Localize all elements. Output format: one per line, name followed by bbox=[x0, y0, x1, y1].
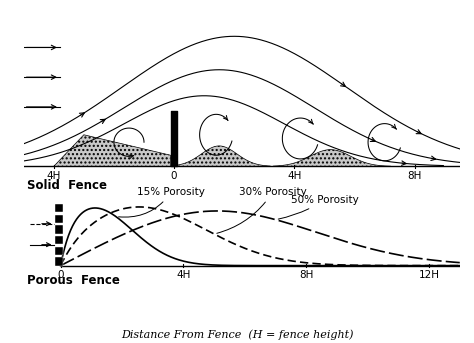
Bar bbox=[55, 257, 63, 265]
Text: 30% Porosity: 30% Porosity bbox=[217, 187, 306, 233]
Polygon shape bbox=[54, 135, 171, 166]
Text: 50% Porosity: 50% Porosity bbox=[278, 195, 359, 219]
Text: 4H: 4H bbox=[287, 171, 301, 181]
Text: 0: 0 bbox=[57, 270, 64, 280]
Text: 8H: 8H bbox=[408, 171, 422, 181]
Bar bbox=[55, 236, 63, 244]
Bar bbox=[55, 225, 63, 234]
Text: 8H: 8H bbox=[299, 270, 313, 280]
Text: Distance From Fence  (H = fence height): Distance From Fence (H = fence height) bbox=[121, 329, 353, 340]
Text: 0: 0 bbox=[171, 171, 177, 181]
Bar bbox=[55, 215, 63, 223]
Bar bbox=[55, 204, 63, 212]
Text: 4H: 4H bbox=[176, 270, 191, 280]
Text: 4H: 4H bbox=[46, 171, 61, 181]
Text: Porous  Fence: Porous Fence bbox=[27, 274, 119, 287]
Text: 15% Porosity: 15% Porosity bbox=[118, 187, 205, 217]
Text: Solid  Fence: Solid Fence bbox=[27, 179, 107, 192]
Bar bbox=[55, 247, 63, 255]
Text: 12H: 12H bbox=[419, 270, 439, 280]
